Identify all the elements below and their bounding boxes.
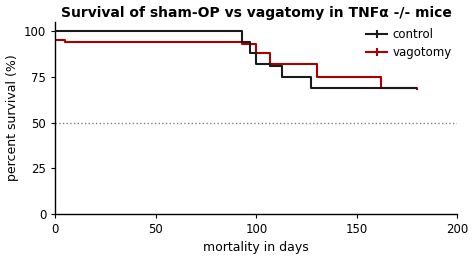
Legend: control, vagotomy: control, vagotomy	[366, 28, 451, 59]
Y-axis label: percent survival (%): percent survival (%)	[6, 55, 18, 181]
X-axis label: mortality in days: mortality in days	[203, 242, 309, 255]
Title: Survival of sham-OP vs vagatomy in TNFα -/- mice: Survival of sham-OP vs vagatomy in TNFα …	[61, 5, 452, 19]
